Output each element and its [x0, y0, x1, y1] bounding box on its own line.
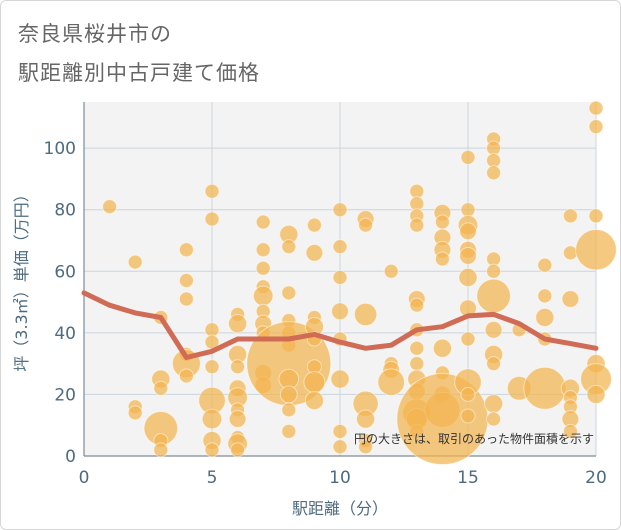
bubble-point	[153, 442, 169, 458]
bubble-point	[303, 371, 326, 394]
bubble-point	[562, 423, 578, 439]
bubble-point	[204, 183, 220, 199]
bubble-point	[484, 394, 504, 414]
bubble-point	[305, 243, 324, 262]
y-tick-label: 100	[44, 139, 76, 159]
bubble-point	[459, 247, 477, 265]
bubble-point	[281, 423, 297, 439]
bubble-point	[178, 368, 194, 384]
x-tick-label: 15	[457, 468, 479, 488]
bubble-point	[201, 408, 223, 430]
bubble-point	[332, 202, 348, 218]
bubble-point	[358, 217, 374, 233]
bubble-point	[523, 366, 567, 410]
bubble-point	[330, 369, 350, 389]
bubble-point	[460, 408, 476, 424]
bubble-point	[561, 290, 580, 308]
bubble-point	[562, 208, 578, 224]
bubble-point	[409, 356, 425, 372]
bubble-point	[127, 405, 143, 421]
bubble-point	[281, 402, 297, 418]
x-tick-label: 0	[79, 468, 90, 488]
y-tick-label: 0	[65, 447, 76, 467]
bubble-point	[486, 411, 502, 427]
bubble-point	[537, 257, 553, 273]
bubble-point	[178, 242, 194, 258]
bubble-point	[358, 439, 374, 455]
chart-title-line2: 駅距離別中古戸建て価格	[18, 61, 260, 85]
x-tick-label: 5	[207, 468, 218, 488]
bubble-point	[204, 442, 220, 458]
bubble-point	[409, 217, 425, 233]
bubble-point	[460, 149, 476, 165]
bubble-point	[281, 239, 297, 255]
bubble-point	[486, 263, 502, 279]
bubble-point	[332, 269, 348, 285]
y-tick-label: 80	[54, 201, 76, 221]
bubble-point	[486, 165, 502, 181]
bubble-point	[434, 214, 450, 230]
bubble-size-note: 円の大きさは、取引のあった物件面積を示す	[354, 431, 594, 446]
bubble-point	[281, 285, 297, 301]
bubble-point	[306, 217, 322, 233]
bubble-point	[230, 442, 246, 458]
bubble-point	[409, 340, 425, 356]
chart-title-line1: 奈良県桜井市の	[18, 22, 172, 46]
bubble-point	[460, 202, 476, 218]
bubble-point	[332, 439, 348, 455]
bubble-point	[127, 254, 143, 270]
bubble-point	[153, 380, 169, 396]
bubble-point	[484, 320, 503, 339]
bubble-point	[537, 288, 553, 304]
bubble-point	[575, 228, 617, 271]
bubble-point	[228, 410, 247, 428]
bubble-point	[486, 356, 502, 372]
bubble-point	[409, 297, 425, 313]
bubble-point	[434, 251, 450, 267]
bubble-point	[178, 291, 194, 307]
bubble-point	[460, 386, 476, 402]
bubble-point	[255, 260, 271, 276]
bubble-point	[383, 263, 399, 279]
x-tick-label: 20	[585, 468, 607, 488]
trend-line	[81, 290, 599, 360]
bubble-point	[228, 314, 248, 334]
bubble-point	[459, 222, 477, 241]
bubble-point	[204, 211, 220, 227]
y-tick-label: 60	[54, 262, 76, 282]
bubble-point	[252, 285, 274, 307]
bubble-point	[331, 302, 349, 321]
bubble-series	[102, 100, 617, 466]
x-axis-title: 駅距離（分）	[292, 499, 388, 518]
bubble-point	[432, 338, 452, 358]
bubble-point	[476, 278, 511, 314]
bubble-point	[458, 267, 478, 288]
bubble-point	[332, 423, 348, 439]
bubble-point	[377, 368, 406, 396]
bubble-point	[204, 359, 220, 375]
x-tick-label: 10	[329, 468, 351, 488]
bubble-point	[588, 119, 604, 135]
bubble-point	[535, 307, 555, 328]
bubble-point	[353, 302, 378, 327]
bubble-point	[586, 384, 606, 405]
bubble-point	[356, 409, 376, 429]
bubble-point	[102, 199, 118, 215]
bubble-point	[230, 359, 246, 375]
y-axis-title: 坪（3.3㎡）単価（万円）	[12, 186, 31, 371]
axis-ticks: 0 5 10 15 20 0 20 40 60 80 100	[44, 139, 607, 488]
bubble-point	[279, 385, 298, 404]
y-tick-label: 40	[54, 324, 76, 344]
y-tick-label: 20	[54, 385, 76, 405]
bubble-point	[588, 208, 604, 224]
bubble-point	[588, 100, 604, 116]
bubble-point	[460, 331, 476, 347]
bubble-point	[255, 242, 271, 258]
bubble-point	[332, 239, 348, 255]
bubble-point	[304, 390, 324, 411]
bubble-point	[178, 273, 194, 289]
bubble-point	[255, 214, 271, 230]
